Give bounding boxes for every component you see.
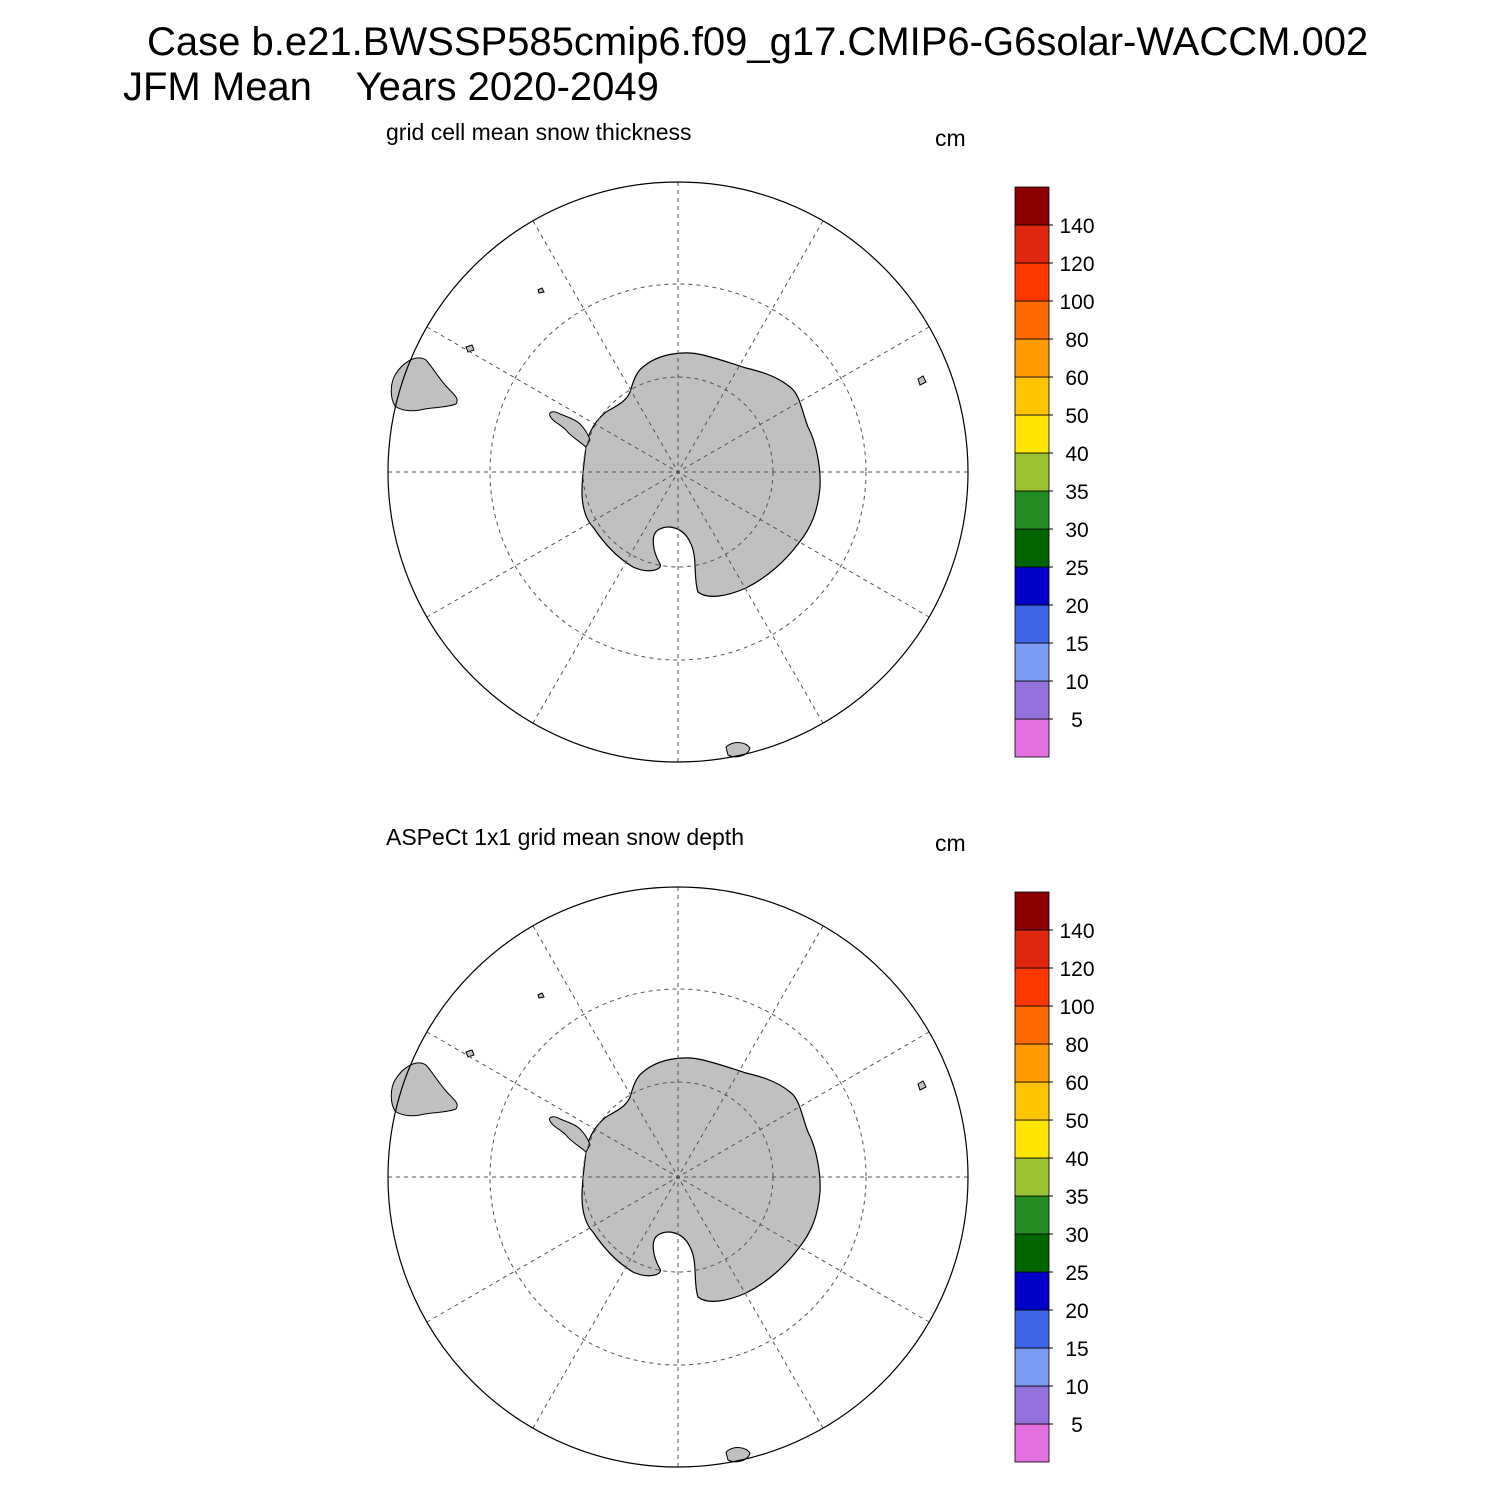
figure-title-period: JFM Mean Years 2020-2049 (123, 65, 659, 109)
colorbar-box (1014, 262, 1050, 302)
colorbar-label: 35 (1065, 1186, 1088, 1209)
colorbar-box (1014, 967, 1050, 1007)
colorbar-label: 100 (1059, 291, 1094, 314)
panel1-units: cm (935, 125, 966, 151)
colorbar-box (1014, 1347, 1050, 1387)
colorbar-box (1014, 642, 1050, 682)
colorbar-label: 60 (1065, 1072, 1088, 1095)
colorbar-label: 40 (1065, 443, 1088, 466)
colorbar-label: 35 (1065, 481, 1088, 504)
colorbar-box (1014, 566, 1050, 606)
colorbar-box (1014, 891, 1050, 931)
colorbar-label: 30 (1065, 519, 1088, 542)
colorbar-label: 140 (1059, 920, 1094, 943)
colorbar-label: 15 (1065, 1338, 1088, 1361)
colorbar-box (1014, 1195, 1050, 1235)
panel1-colorbar: 5 10 15 20 25 30 35 40 50 60 80 100 120 140 (1014, 186, 1095, 758)
colorbar-box (1014, 1157, 1050, 1197)
colorbar-box (1014, 1043, 1050, 1083)
colorbar-box (1014, 490, 1050, 530)
colorbar-label: 50 (1065, 405, 1088, 428)
figure-title-case: Case b.e21.BWSSP585cmip6.f09_g17.CMIP6-G… (147, 20, 1369, 64)
colorbar-label: 30 (1065, 1224, 1088, 1247)
colorbar-label: 25 (1065, 1262, 1088, 1285)
colorbar-label: 60 (1065, 367, 1088, 390)
colorbar-box (1014, 1385, 1050, 1425)
colorbar-box (1014, 1271, 1050, 1311)
colorbar-box (1014, 680, 1050, 720)
panel2-subtitle: ASPeCt 1x1 grid mean snow depth (386, 824, 744, 850)
colorbar-box (1014, 1005, 1050, 1045)
panel1-subtitle: grid cell mean snow thickness (386, 119, 692, 145)
colorbar-box (1014, 718, 1050, 758)
colorbar-box (1014, 186, 1050, 226)
colorbar-label: 10 (1065, 671, 1088, 694)
colorbar-box (1014, 604, 1050, 644)
colorbar-box (1014, 414, 1050, 454)
colorbar-label: 10 (1065, 1376, 1088, 1399)
colorbar-label: 50 (1065, 1110, 1088, 1133)
colorbar-box (1014, 1081, 1050, 1121)
colorbar-label: 100 (1059, 996, 1094, 1019)
colorbar-label: 80 (1065, 1034, 1088, 1057)
colorbar-box (1014, 224, 1050, 264)
colorbar-label: 5 (1071, 709, 1083, 732)
colorbar-label: 140 (1059, 215, 1094, 238)
colorbar-label: 20 (1065, 1300, 1088, 1323)
colorbar-label: 15 (1065, 633, 1088, 656)
panel2-colorbar: 5 10 15 20 25 30 35 40 50 60 80 100 120 140 (1014, 891, 1095, 1463)
panel1-polar-map (387, 181, 969, 763)
panel2-polar-map (387, 886, 969, 1468)
colorbar-box (1014, 338, 1050, 378)
colorbar-label: 5 (1071, 1414, 1083, 1437)
colorbar-box (1014, 929, 1050, 969)
colorbar-label: 80 (1065, 329, 1088, 352)
colorbar-label: 25 (1065, 557, 1088, 580)
colorbar-box (1014, 1423, 1050, 1463)
colorbar-box (1014, 300, 1050, 340)
colorbar-box (1014, 528, 1050, 568)
colorbar-label: 40 (1065, 1148, 1088, 1171)
colorbar-box (1014, 376, 1050, 416)
colorbar-label: 120 (1059, 253, 1094, 276)
colorbar-label: 20 (1065, 595, 1088, 618)
panel2-units: cm (935, 830, 966, 856)
colorbar-box (1014, 1119, 1050, 1159)
colorbar-label: 120 (1059, 958, 1094, 981)
colorbar-box (1014, 1309, 1050, 1349)
colorbar-box (1014, 1233, 1050, 1273)
colorbar-box (1014, 452, 1050, 492)
